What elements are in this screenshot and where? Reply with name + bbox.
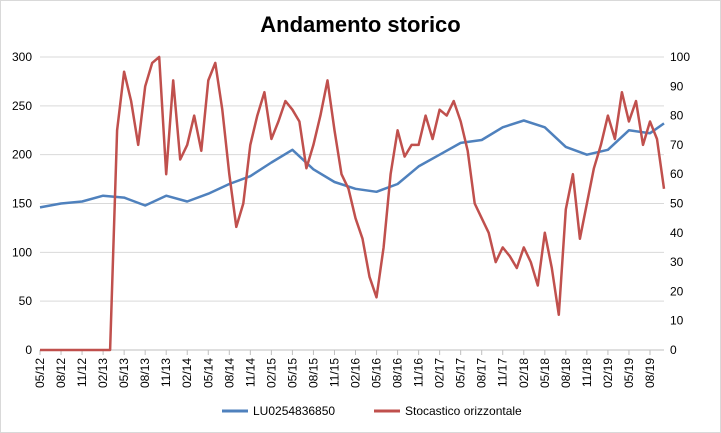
x-tick-label: 02/17 <box>433 358 447 388</box>
x-tick-label: 05/19 <box>622 358 636 388</box>
series-line-2 <box>40 55 666 352</box>
right-tick-label: 100 <box>670 50 690 64</box>
x-tick-label: 02/19 <box>601 358 615 388</box>
x-tick-label: 08/16 <box>391 358 405 388</box>
x-tick-label: 08/17 <box>475 358 489 388</box>
left-tick-label: 100 <box>12 245 32 259</box>
x-tick-label: 05/15 <box>285 358 299 388</box>
x-tick-label: 11/17 <box>496 358 510 387</box>
right-tick-label: 70 <box>670 138 684 152</box>
x-tick-label: 11/12 <box>75 358 89 387</box>
legend-label-2: Stocastico orizzontale <box>405 404 522 418</box>
x-tick-label: 11/16 <box>412 358 426 387</box>
x-tick-label: 08/14 <box>222 358 236 388</box>
right-tick-label: 20 <box>670 284 684 298</box>
x-tick-label: 05/18 <box>538 358 552 388</box>
x-tick-label: 02/16 <box>349 358 363 388</box>
series-line-1 <box>39 119 665 209</box>
right-tick-label: 40 <box>670 226 684 240</box>
left-tick-label: 50 <box>19 294 33 308</box>
right-tick-label: 10 <box>670 314 684 328</box>
x-tick-label: 08/13 <box>138 358 152 388</box>
legend-label-1: LU0254836850 <box>253 404 335 418</box>
x-tick-label: 11/13 <box>159 358 173 387</box>
x-tick-label: 02/14 <box>180 358 194 388</box>
left-axis-ticks: 0 50 100 150 200 250 300 <box>12 50 32 357</box>
x-tick-label: 08/15 <box>306 358 320 388</box>
x-tick-label: 08/19 <box>643 358 657 388</box>
x-tick-label: 02/18 <box>517 358 531 388</box>
x-tick-label: 11/15 <box>327 358 341 387</box>
x-tick-label: 11/18 <box>580 358 594 387</box>
right-tick-label: 50 <box>670 197 684 211</box>
right-axis-ticks: 0 10 20 30 40 50 60 70 80 90 100 <box>670 50 690 357</box>
right-tick-label: 60 <box>670 167 684 181</box>
x-tick-label: 05/16 <box>370 358 384 388</box>
x-tick-label: 05/14 <box>201 358 215 388</box>
x-tick-label: 05/17 <box>454 358 468 388</box>
right-tick-label: 80 <box>670 109 684 123</box>
x-axis-ticks: 05/12 08/12 11/12 02/13 05/13 08/13 11/13 02/14… <box>33 349 664 388</box>
right-tick-label: 0 <box>670 343 677 357</box>
series-lines <box>39 55 666 352</box>
left-tick-label: 250 <box>12 99 32 113</box>
legend: LU0254836850 Stocastico orizzontale <box>222 404 522 418</box>
x-tick-label: 11/14 <box>243 358 257 387</box>
left-tick-label: 150 <box>12 197 32 211</box>
x-tick-label: 08/18 <box>559 358 573 388</box>
left-tick-label: 300 <box>12 50 32 64</box>
chart-title: Andamento storico <box>260 12 461 37</box>
left-tick-label: 0 <box>25 343 32 357</box>
x-tick-label: 02/13 <box>96 358 110 388</box>
x-tick-label: 02/15 <box>264 358 278 388</box>
left-tick-label: 200 <box>12 148 32 162</box>
x-tick-label: 05/13 <box>117 358 131 388</box>
x-tick-label: 08/12 <box>54 358 68 388</box>
x-tick-label: 05/12 <box>33 358 47 388</box>
right-tick-label: 30 <box>670 255 684 269</box>
right-tick-label: 90 <box>670 79 684 93</box>
